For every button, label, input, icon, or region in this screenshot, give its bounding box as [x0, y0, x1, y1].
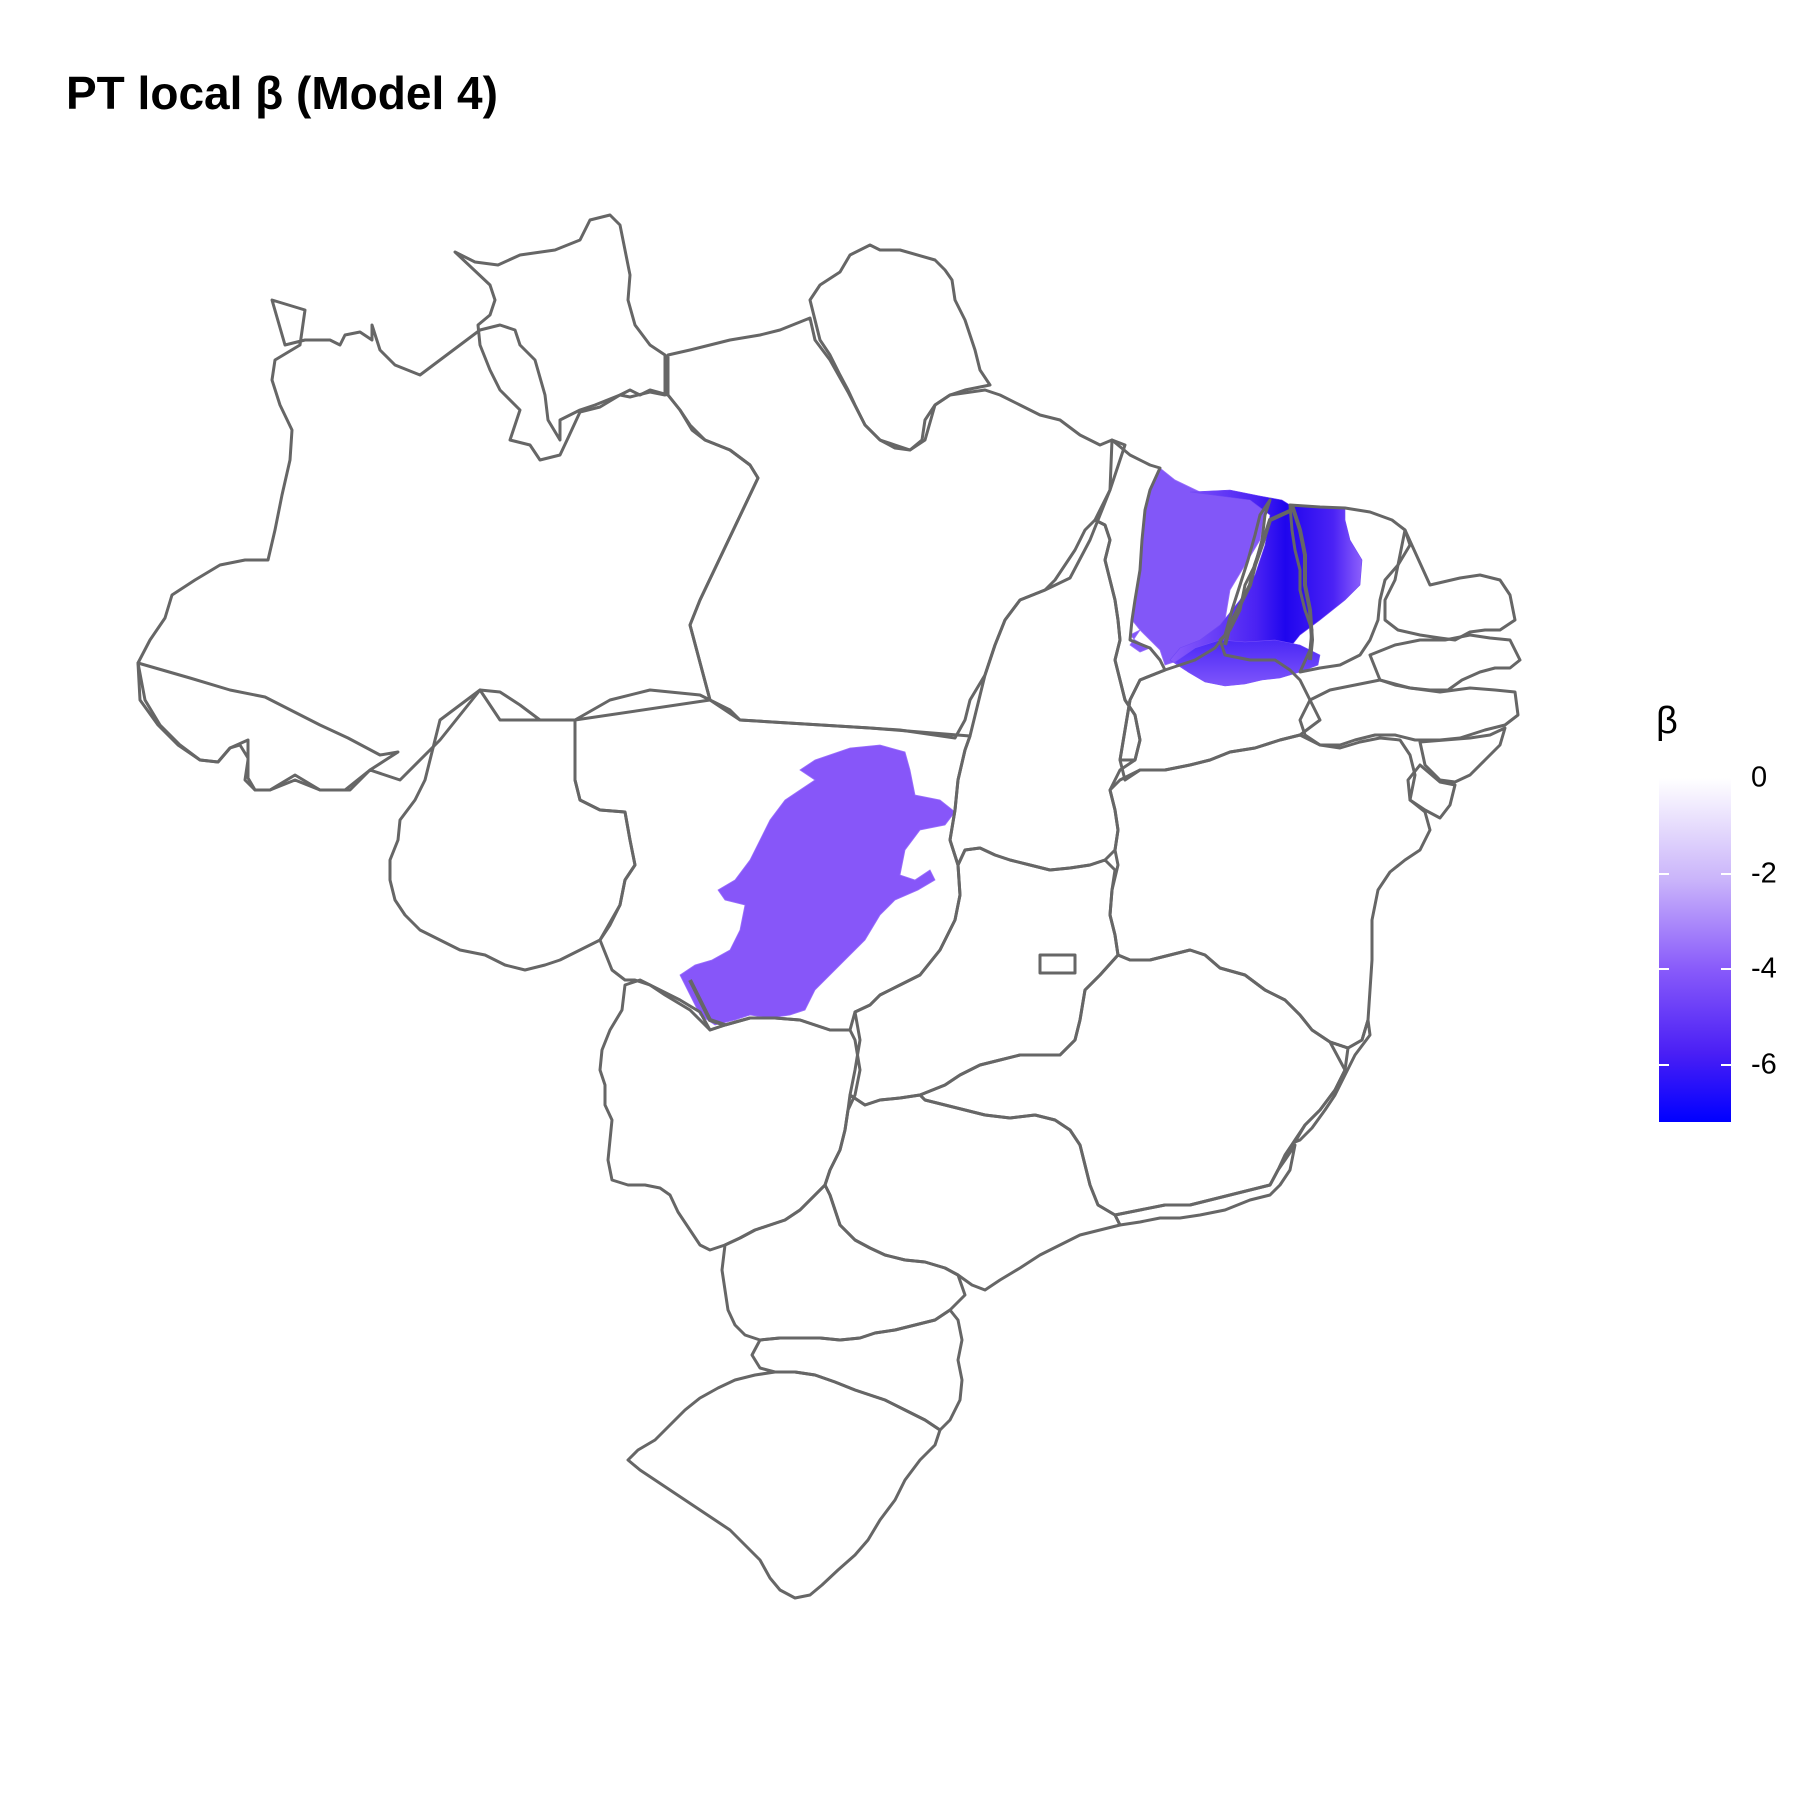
state-sergipe [1406, 763, 1457, 820]
legend-title: β [1656, 700, 1678, 742]
state-bahia [1108, 733, 1432, 1050]
state-sao-paulo [823, 1093, 1122, 1292]
legend-tick-mark [1721, 872, 1731, 875]
state-rio-grande-do-sul [626, 1370, 942, 1600]
state-mato-grosso-do-sul [598, 978, 862, 1252]
legend-tick-mark [1721, 1063, 1731, 1066]
legend-tick-mark [1659, 968, 1669, 971]
legend-tick-label: -6 [1751, 1048, 1777, 1081]
legend-tick-mark [1659, 1063, 1669, 1066]
state-para [666, 316, 1127, 740]
border-ceara-east [1290, 504, 1315, 661]
state-ceara [1288, 503, 1412, 674]
legend: β 0 -2 -4 -6 [1656, 700, 1786, 1140]
legend-tick-label: 0 [1751, 761, 1768, 794]
state-rondonia [388, 688, 637, 972]
state-pernambuco [1298, 678, 1520, 747]
state-borders [136, 213, 1522, 1600]
state-amapa [808, 243, 992, 452]
highlight-borders [688, 504, 1315, 1027]
state-alagoas [1418, 726, 1507, 784]
highlighted-regions [679, 467, 1363, 1026]
legend-tick-mark [1721, 968, 1731, 971]
map-title: PT local β (Model 4) [66, 67, 498, 119]
state-tocantins [948, 518, 1142, 872]
border-pantanal [688, 979, 726, 1027]
state-distrito-federal [1038, 953, 1077, 975]
state-acre [136, 661, 400, 792]
state-santa-catarina [750, 1308, 964, 1432]
state-espirito-santo [1293, 1018, 1372, 1144]
legend-colorbar [1659, 778, 1731, 1122]
legend-tick-label: -2 [1751, 857, 1777, 890]
legend-tick-mark [1659, 872, 1669, 875]
region-central-west [679, 744, 956, 1026]
state-rio-grande-do-norte [1383, 528, 1517, 642]
legend-tick-label: -4 [1751, 952, 1777, 985]
state-paraiba [1368, 633, 1522, 692]
state-parana [720, 1183, 967, 1342]
state-minas-gerais [918, 948, 1350, 1217]
state-roraima [453, 213, 667, 462]
border-piaui-ceara [1223, 508, 1293, 646]
state-rio-de-janeiro [1113, 1143, 1297, 1227]
